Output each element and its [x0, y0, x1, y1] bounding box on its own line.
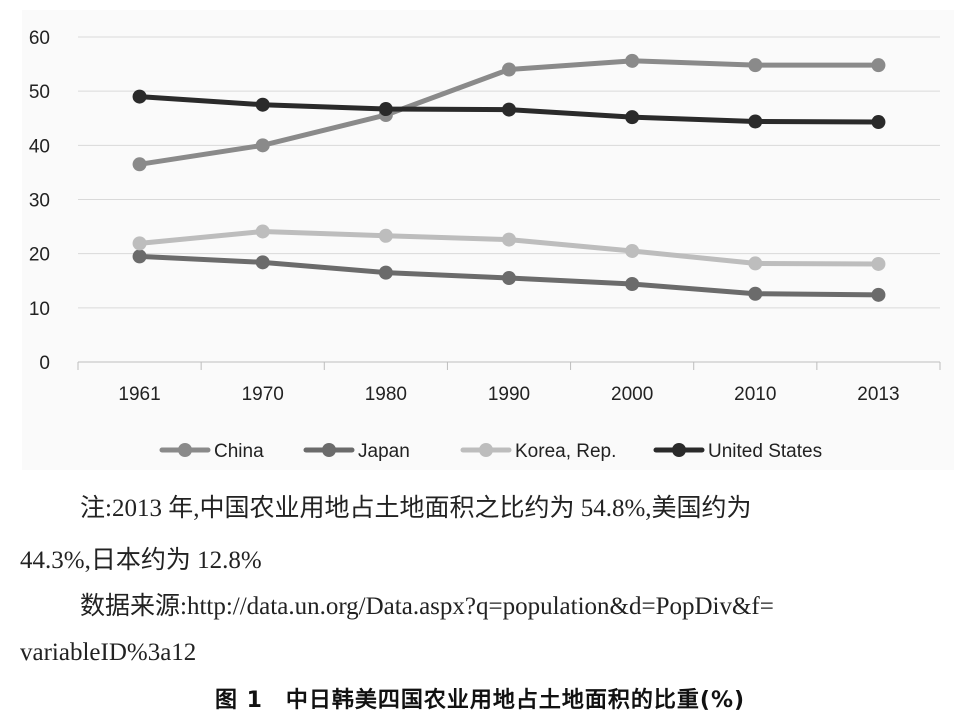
x-tick-label: 2010 — [734, 384, 776, 405]
x-tick-label: 2000 — [611, 384, 653, 405]
legend-swatch-marker — [322, 443, 336, 457]
y-tick-label: 20 — [29, 245, 50, 266]
data-point — [502, 62, 516, 77]
note-line-2: 44.3%,日本约为 12.8% — [20, 547, 262, 574]
figure-caption: 图 1 中日韩美四国农业用地占土地面积的比重(%) — [214, 688, 746, 713]
data-point — [255, 97, 270, 112]
y-tick-label: 10 — [29, 299, 50, 320]
data-point — [871, 115, 886, 130]
line-chart: 0 10 20 30 40 50 60 1961 1970 1980 1990 2000 2010 201… — [22, 10, 954, 470]
x-tick-label: 2013 — [857, 384, 899, 405]
source-line-2: variableID%3a12 — [20, 639, 197, 666]
data-point — [378, 265, 393, 280]
data-point — [625, 277, 640, 291]
data-point — [255, 224, 270, 239]
legend-label: United States — [708, 441, 822, 462]
y-tick-label: 0 — [39, 353, 50, 374]
chart-svg: 0 10 20 30 40 50 60 1961 1970 1980 1990 2000 2010 201… — [29, 28, 941, 462]
data-point — [378, 228, 393, 243]
x-tick-label: 1980 — [365, 384, 407, 405]
data-point — [132, 236, 147, 251]
y-tick-label: 60 — [29, 28, 50, 49]
data-point — [748, 286, 763, 301]
legend-label: China — [214, 441, 264, 462]
note-line-1: 注:2013 年,中国农业用地占土地面积之比约为 54.8%,美国约为 — [80, 495, 752, 522]
legend-swatch-marker — [479, 443, 493, 457]
data-point — [132, 89, 147, 104]
data-point — [625, 110, 640, 125]
data-point — [378, 102, 393, 117]
data-point — [748, 58, 763, 73]
legend-swatch-marker — [672, 443, 686, 457]
data-point — [871, 287, 886, 302]
data-point — [625, 243, 640, 258]
data-point — [255, 138, 270, 153]
legend-swatch-marker — [178, 443, 192, 457]
data-point — [132, 249, 147, 264]
x-tick-label: 1961 — [118, 384, 160, 405]
data-point — [132, 157, 147, 172]
data-point — [502, 102, 516, 117]
y-tick-label: 30 — [29, 191, 50, 212]
data-point — [625, 53, 640, 68]
data-point — [871, 256, 886, 271]
legend-label: Korea, Rep. — [515, 441, 616, 462]
y-tick-label: 50 — [29, 82, 50, 103]
x-tick-label: 1990 — [488, 384, 530, 405]
data-point — [502, 232, 516, 247]
source-line-1: 数据来源:http://data.un.org/Data.aspx?q=popu… — [80, 593, 774, 620]
data-point — [255, 255, 270, 270]
data-point — [502, 271, 516, 286]
data-point — [871, 58, 886, 73]
y-tick-label: 40 — [29, 136, 50, 157]
data-point — [748, 114, 763, 129]
x-tick-label: 1970 — [242, 384, 284, 405]
data-point — [748, 256, 763, 271]
legend-label: Japan — [358, 441, 410, 462]
